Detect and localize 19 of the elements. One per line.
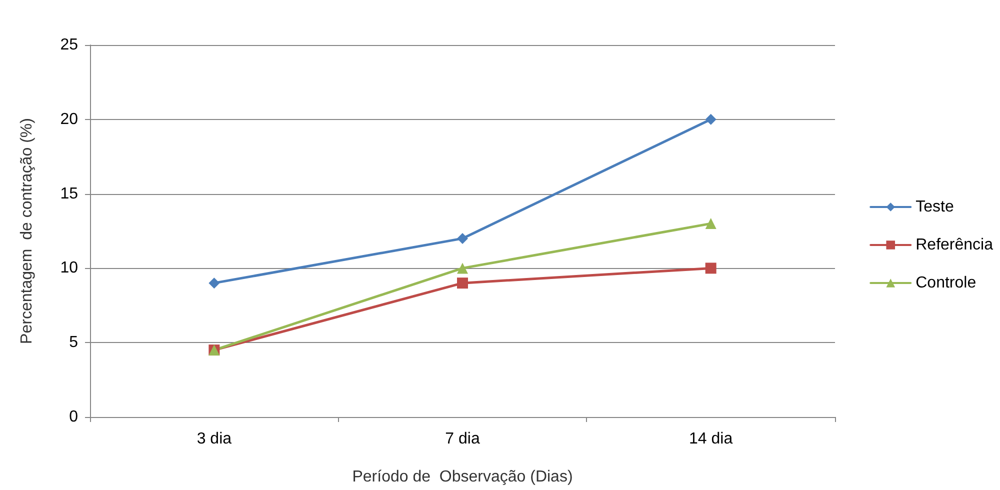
point: [208, 278, 220, 289]
x-tick-label: 14 dia: [689, 430, 733, 448]
point: [705, 262, 716, 274]
legend-label: Controle: [916, 274, 976, 292]
x-tick-label: 7 dia: [445, 430, 480, 448]
point: [457, 232, 468, 244]
y-tick-label: 15: [60, 185, 78, 202]
y-tick-label: 0: [69, 408, 78, 426]
y-axis-title: Percentagem de contração (%): [18, 118, 36, 344]
x-tick-label: 3 dia: [196, 430, 232, 448]
point: [457, 278, 468, 289]
point: [705, 114, 716, 125]
legend-label: Referência: [916, 236, 994, 254]
y-tick-label: 20: [60, 110, 78, 128]
y-tick-label: 10: [60, 260, 78, 277]
y-tick-label: 25: [60, 36, 78, 54]
x-axis-title: Período de Observação (Dias): [352, 468, 573, 486]
legend-label: Teste: [916, 198, 954, 216]
y-tick-label: 5: [69, 334, 78, 352]
